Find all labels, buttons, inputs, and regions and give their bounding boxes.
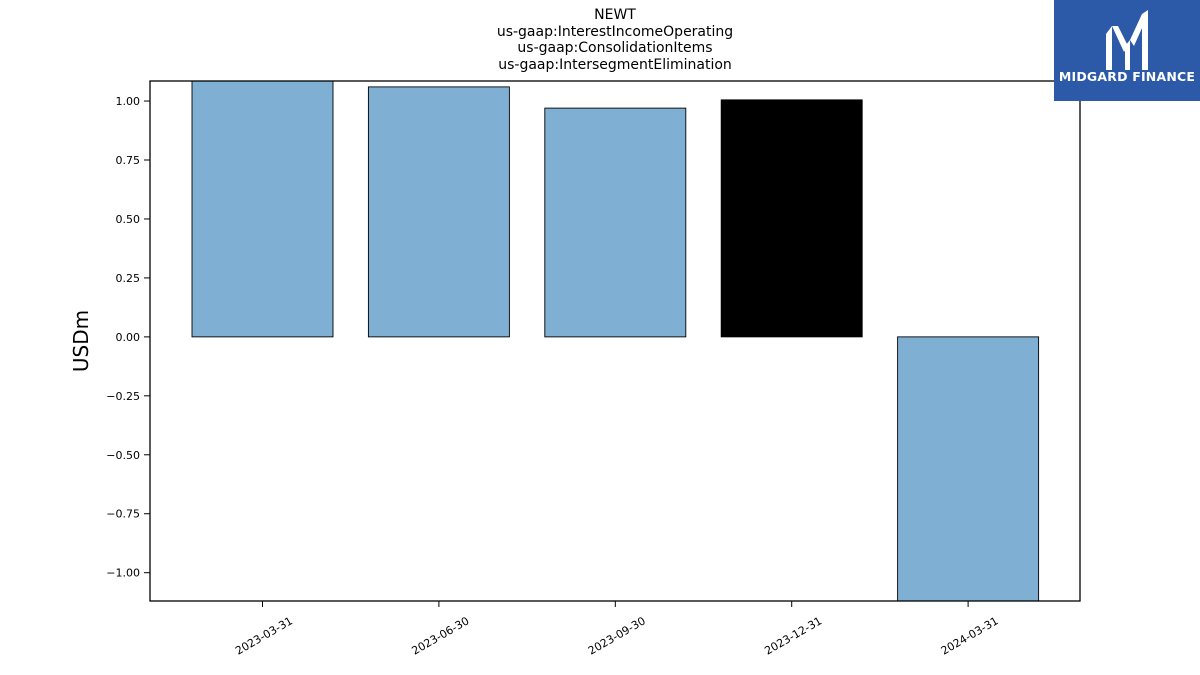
x-tick-label: 2023-06-30 — [410, 614, 472, 657]
midgard-m-logo-icon — [1106, 10, 1148, 70]
y-tick-label: 0.50 — [116, 213, 141, 226]
bar-2023-12-31 — [720, 99, 863, 338]
bar-2023-06-30 — [367, 86, 510, 338]
y-tick-label: −1.00 — [106, 567, 140, 580]
y-tick-label: 1.00 — [116, 95, 141, 108]
y-axis-ticks: 1.00 0.75 0.50 0.25 0.00 −0.25 −0.50 −0.75 −1.00 — [106, 95, 150, 580]
x-axis-ticks: 2023-03-31 2023-06-30 2023-09-30 2023-12-31… — [233, 601, 1001, 658]
chart-title-line-3: us-gaap:ConsolidationItems — [517, 40, 713, 56]
y-tick-label: 0.25 — [116, 272, 141, 285]
chart-title-line-4: us-gaap:IntersegmentElimination — [498, 56, 732, 73]
y-tick-label: 0.00 — [116, 331, 141, 344]
bar-2023-03-31 — [191, 80, 334, 338]
bar-2023-09-30 — [544, 107, 687, 338]
midgard-finance-logo: MIDGARD FINANCE — [1054, 0, 1200, 101]
x-tick-label: 2023-12-31 — [762, 614, 824, 657]
y-tick-label: −0.75 — [106, 508, 140, 521]
chart-title: NEWT us-gaap:InterestIncomeOperating us-… — [150, 7, 1080, 73]
x-tick-label: 2024-03-31 — [939, 614, 1001, 657]
chart-title-line-2: us-gaap:InterestIncomeOperating — [496, 23, 734, 40]
y-axis-label: USDm — [69, 310, 93, 372]
x-tick-label: 2023-03-31 — [233, 614, 295, 657]
x-tick-label: 2023-09-30 — [586, 614, 648, 657]
chart-title-line-1: NEWT — [594, 7, 636, 23]
plot-frame — [149, 80, 1081, 602]
bar-2024-03-31 — [897, 336, 1040, 602]
y-tick-label: −0.50 — [106, 449, 140, 462]
logo-text: MIDGARD FINANCE — [1058, 69, 1196, 84]
y-tick-label: 0.75 — [116, 154, 141, 167]
bars-group — [191, 80, 1040, 602]
y-tick-label: −0.25 — [106, 390, 140, 403]
